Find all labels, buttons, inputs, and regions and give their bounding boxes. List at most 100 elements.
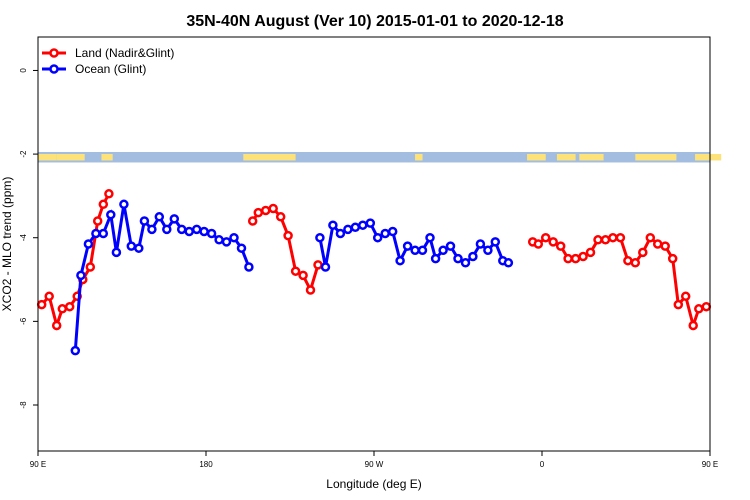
- x-axis-label: Longitude (deg E): [326, 477, 421, 491]
- map-land-patch: [635, 154, 677, 161]
- data-point: [57, 304, 68, 314]
- data-point: [76, 270, 86, 281]
- data-point: [417, 245, 428, 256]
- data-point: [283, 230, 293, 241]
- data-point: [335, 228, 346, 239]
- x-tick-label: 0: [540, 460, 545, 469]
- legend-label: Ocean (Glint): [75, 62, 146, 76]
- data-point: [540, 232, 551, 243]
- data-point: [680, 291, 691, 302]
- data-point: [503, 258, 514, 268]
- data-point: [328, 220, 338, 230]
- data-point: [578, 251, 588, 262]
- series-line: [40, 193, 111, 331]
- data-point: [320, 262, 331, 272]
- data-point: [253, 207, 264, 218]
- data-point: [425, 232, 435, 243]
- data-point: [673, 299, 684, 310]
- y-tick-label: -6: [19, 317, 28, 325]
- data-point: [365, 218, 376, 228]
- map-land-patch: [101, 154, 113, 161]
- data-point: [214, 235, 224, 245]
- data-point: [147, 224, 157, 235]
- y-tick-label: -2: [19, 150, 28, 158]
- data-point: [236, 243, 247, 253]
- data-point: [343, 224, 353, 235]
- map-land-patch: [579, 154, 604, 161]
- data-point: [119, 199, 129, 210]
- data-point: [244, 262, 254, 272]
- data-point: [615, 232, 626, 243]
- data-point: [162, 224, 172, 235]
- data-point: [36, 299, 47, 310]
- data-point: [305, 285, 316, 295]
- data-point: [445, 241, 456, 251]
- data-point: [358, 220, 368, 230]
- data-point: [585, 247, 596, 258]
- series-line: [251, 206, 320, 295]
- data-point: [395, 255, 405, 266]
- data-point: [51, 320, 62, 331]
- data-point: [275, 212, 286, 222]
- map-land-patch: [527, 154, 546, 161]
- data-point: [260, 205, 271, 216]
- data-point: [430, 253, 441, 264]
- map-land-patch: [415, 154, 423, 161]
- data-point: [70, 345, 81, 356]
- map-ocean-band: [38, 152, 710, 163]
- data-point: [247, 216, 258, 226]
- data-point: [106, 209, 116, 220]
- data-point: [372, 232, 383, 243]
- data-point: [667, 253, 678, 264]
- x-tick-label: 90 E: [30, 460, 46, 469]
- data-point: [468, 251, 478, 262]
- data-point: [410, 245, 420, 256]
- data-point: [652, 239, 663, 249]
- data-point: [593, 235, 603, 245]
- legend-label: Land (Nadir&Glint): [75, 46, 174, 60]
- data-point: [206, 228, 217, 239]
- data-point: [460, 258, 471, 268]
- data-point: [290, 266, 301, 276]
- data-point: [139, 216, 150, 226]
- legend-item: Land (Nadir&Glint): [42, 46, 174, 60]
- data-point: [315, 232, 325, 243]
- y-tick-label: 0: [19, 68, 28, 73]
- data-point: [184, 226, 194, 237]
- data-point: [483, 245, 493, 256]
- legend-marker: [49, 64, 59, 74]
- data-point: [563, 253, 573, 264]
- data-point: [221, 237, 232, 247]
- y-axis-ticks: 0 -2 -4 -6 -8: [19, 68, 38, 409]
- data-point: [630, 258, 641, 268]
- data-point: [98, 199, 109, 210]
- data-point: [98, 228, 109, 239]
- data-point: [660, 241, 670, 251]
- data-point: [313, 260, 323, 270]
- series-line: [532, 235, 707, 331]
- data-point: [570, 253, 581, 264]
- legend: Land (Nadir&Glint) Ocean (Glint): [42, 46, 174, 76]
- data-point: [438, 245, 448, 256]
- map-land-patch: [556, 154, 576, 161]
- map-land-patch: [56, 154, 85, 161]
- data-point: [298, 270, 308, 281]
- data-point: [688, 320, 698, 331]
- data-point: [380, 228, 390, 239]
- x-axis-ticks: 90 E 180 90 W 0 90 E: [30, 451, 718, 469]
- data-point: [490, 237, 501, 247]
- data-point: [475, 239, 486, 249]
- data-point: [83, 239, 94, 249]
- chart-title: 35N-40N August (Ver 10) 2015-01-01 to 20…: [186, 13, 563, 30]
- data-point: [694, 304, 704, 314]
- y-axis-label: XCO2 - MLO trend (ppm): [0, 177, 14, 312]
- y-tick-label: -4: [19, 234, 28, 242]
- data-point: [623, 255, 633, 266]
- data-point: [638, 247, 648, 258]
- data-point: [92, 216, 103, 226]
- legend-item: Ocean (Glint): [42, 62, 146, 76]
- map-land-patch: [38, 154, 57, 161]
- map-land-patch: [695, 154, 722, 161]
- data-point: [533, 239, 544, 249]
